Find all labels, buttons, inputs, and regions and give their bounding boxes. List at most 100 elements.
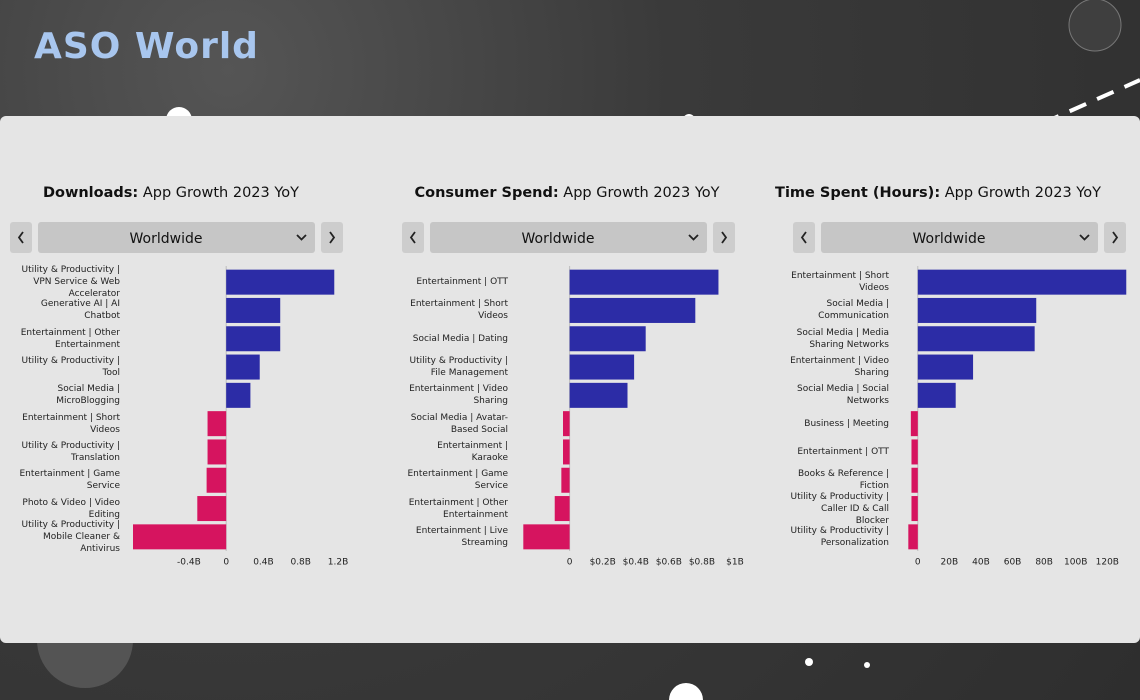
prev-button[interactable]	[793, 222, 815, 253]
region-label: Worldwide	[913, 231, 986, 247]
bar	[569, 326, 646, 352]
x-tick-label: 120B	[1096, 558, 1119, 568]
x-tick-label: 0	[223, 558, 229, 568]
bar	[561, 467, 570, 493]
category-label: Social Media | Avatar-Based Social	[410, 412, 508, 435]
category-label: Utility & Productivity | Mobile Cleaner …	[21, 519, 120, 554]
bar	[911, 467, 918, 493]
chart-title: Downloads: App Growth 2023 YoY	[43, 185, 299, 201]
next-icon	[721, 231, 728, 244]
category-label: Entertainment | Short Videos	[22, 412, 120, 435]
bar	[226, 326, 281, 352]
x-tick-label: 1.2B	[328, 558, 349, 568]
category-label: Photo & Video | Video Editing	[22, 497, 120, 520]
prev-button[interactable]	[10, 222, 32, 253]
dropdown-chevron	[688, 234, 699, 241]
chart-title: Consumer Spend: App Growth 2023 YoY	[415, 185, 720, 201]
bar	[917, 269, 1127, 295]
bar	[523, 524, 570, 550]
region-dropdown[interactable]	[821, 222, 1098, 253]
bar	[569, 354, 635, 380]
category-label: Business | Meeting	[804, 418, 889, 429]
bar	[917, 326, 1035, 352]
dropdown-chevron	[1079, 234, 1090, 241]
category-label: Entertainment | Live Streaming	[415, 525, 508, 548]
region-label: Worldwide	[130, 231, 203, 247]
bar	[917, 297, 1037, 323]
chart-title: Time Spent (Hours): App Growth 2023 YoY	[775, 185, 1101, 201]
category-label: Utility & Productivity | Personalization	[790, 525, 889, 548]
bar	[569, 382, 628, 408]
bar	[226, 297, 281, 323]
prev-icon	[17, 231, 24, 244]
bar	[569, 269, 719, 295]
bar	[563, 439, 570, 465]
category-label: Books & Reference | Fiction	[797, 469, 889, 492]
bar	[197, 496, 227, 522]
x-tick-label: 60B	[1004, 558, 1022, 568]
title-rest: App Growth 2023 YoY	[563, 185, 719, 201]
title-bold: Time Spent (Hours):	[775, 185, 940, 201]
category-label: Social Media | Communication	[818, 299, 889, 322]
bar	[563, 411, 570, 437]
category-label: Entertainment | Game Service	[407, 469, 509, 492]
category-label: Entertainment | Video Sharing	[790, 356, 889, 379]
category-label: Entertainment | Game Service	[19, 469, 121, 492]
bar	[226, 269, 335, 295]
region-label: Worldwide	[522, 231, 595, 247]
category-label: Social Media | MicroBlogging	[56, 384, 120, 407]
prev-icon	[800, 231, 807, 244]
x-tick-label: $0.2B	[590, 558, 616, 568]
category-label: Utility & Productivity | Translation	[21, 440, 120, 463]
x-tick-label: $0.6B	[656, 558, 682, 568]
category-label: Utility & Productivity | Tool	[21, 356, 120, 379]
category-label: Entertainment | OTT	[416, 277, 508, 288]
category-label: Entertainment | Other Entertainment	[408, 497, 508, 520]
bar	[133, 524, 227, 550]
bar	[226, 354, 260, 380]
category-label: Entertainment | Short Videos	[410, 299, 508, 322]
decor-dot	[669, 683, 703, 700]
title-rest: App Growth 2023 YoY	[945, 185, 1101, 201]
category-label: Entertainment | Short Videos	[791, 271, 889, 294]
decor-circle	[1068, 0, 1122, 52]
bar	[206, 467, 227, 493]
bar	[207, 439, 227, 465]
next-button[interactable]	[713, 222, 735, 253]
x-tick-label: 0	[915, 558, 921, 568]
x-tick-label: $1B	[726, 558, 744, 568]
x-tick-label: 40B	[972, 558, 990, 568]
title-bold: Downloads:	[43, 185, 138, 201]
next-button[interactable]	[1104, 222, 1126, 253]
dropdown-chevron	[296, 234, 307, 241]
region-dropdown[interactable]	[430, 222, 707, 253]
bar	[207, 411, 227, 437]
bar	[917, 382, 956, 408]
category-label: Generative AI | AI Chatbot	[40, 299, 120, 322]
decor-dot	[864, 662, 870, 668]
x-tick-label: $0.8B	[689, 558, 715, 568]
category-label: Social Media | Social Networks	[796, 384, 889, 407]
category-label: Utility & Productivity | Caller ID & Cal…	[790, 491, 889, 526]
next-button[interactable]	[321, 222, 343, 253]
x-tick-label: 80B	[1035, 558, 1053, 568]
bar	[917, 354, 974, 380]
category-label: Social Media | Dating	[412, 333, 508, 344]
region-dropdown[interactable]	[38, 222, 315, 253]
bar	[554, 496, 570, 522]
x-tick-label: -0.4B	[177, 558, 201, 568]
category-label: Social Media | Media Sharing Networks	[796, 327, 889, 350]
x-tick-label: 0.8B	[290, 558, 311, 568]
next-icon	[1112, 231, 1119, 244]
bar	[911, 439, 918, 465]
decor-dot	[805, 658, 813, 666]
prev-button[interactable]	[402, 222, 424, 253]
category-label: Utility & Productivity | File Management	[409, 356, 508, 379]
bar	[226, 382, 251, 408]
logo: ASO World	[34, 26, 259, 67]
category-label: Entertainment | Karaoke	[437, 440, 508, 463]
bar	[910, 411, 918, 437]
x-tick-label: 100B	[1064, 558, 1087, 568]
